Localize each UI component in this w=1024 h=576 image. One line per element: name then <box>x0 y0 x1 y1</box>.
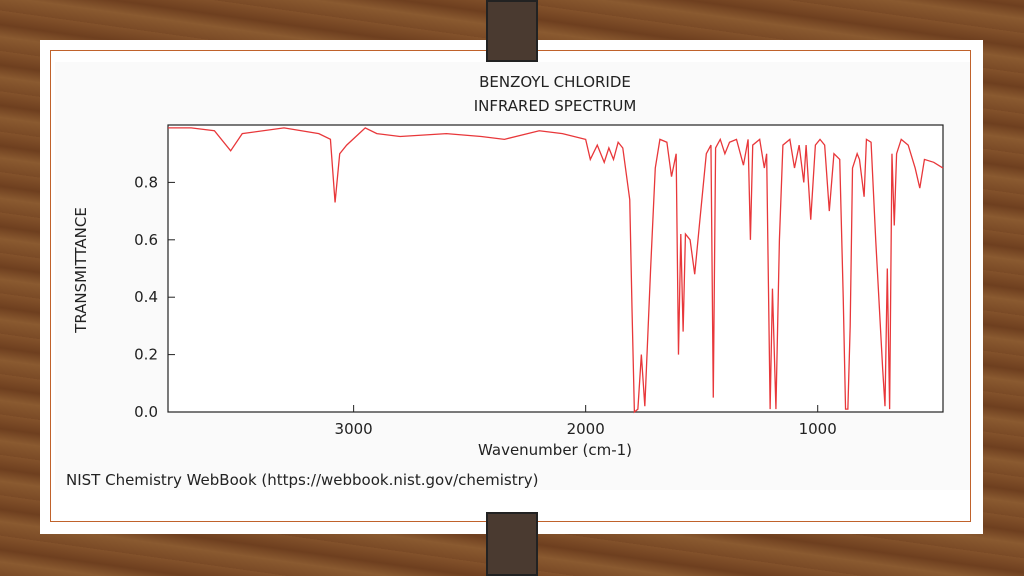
bottom-clip <box>486 512 538 576</box>
x-tick-label: 3000 <box>335 420 373 438</box>
chart-title: BENZOYL CHLORIDE <box>479 73 631 91</box>
x-tick-label: 2000 <box>567 420 605 438</box>
y-tick-label: 0.0 <box>134 403 158 421</box>
top-clip <box>486 0 538 62</box>
x-axis-label: Wavenumber (cm-1) <box>478 441 632 459</box>
y-tick-label: 0.2 <box>134 346 158 364</box>
spectrum-line <box>168 127 944 414</box>
y-axis-label: TRANSMITTANCE <box>72 207 90 334</box>
caption: NIST Chemistry WebBook (https://webbook.… <box>66 471 539 489</box>
y-tick-label: 0.4 <box>134 288 158 306</box>
x-tick-label: 1000 <box>799 420 837 438</box>
y-tick-label: 0.8 <box>134 173 158 191</box>
chart-subtitle: INFRARED SPECTRUM <box>474 97 637 115</box>
y-tick-label: 0.6 <box>134 231 158 249</box>
